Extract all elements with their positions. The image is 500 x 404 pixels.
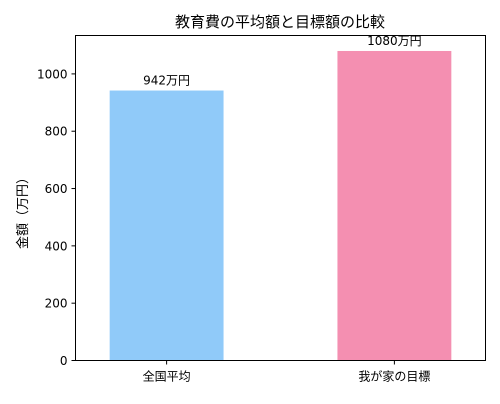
bar-value-label-1: 942万円 <box>143 74 190 88</box>
plot-frame <box>75 35 486 361</box>
y-axis-label: 金額（万円） <box>15 171 31 249</box>
chart-title: 教育費の平均額と目標額の比較 <box>175 13 385 31</box>
x-tick-label-1: 全国平均 <box>143 369 191 384</box>
y-tick-label: 200 <box>45 297 68 311</box>
y-tick-label: 800 <box>45 125 68 139</box>
y-tick-label: 1000 <box>37 67 68 81</box>
y-tick-label: 600 <box>45 182 68 196</box>
y-tick-label: 0 <box>60 354 68 368</box>
bar-value-label-2: 1080万円 <box>367 34 422 48</box>
bar-1 <box>109 90 224 361</box>
y-tick-label: 400 <box>45 239 68 253</box>
x-tick-label-2: 我が家の目標 <box>358 369 430 384</box>
x-axis-ticks: 全国平均 我が家の目標 <box>143 360 430 384</box>
data-labels-layer: 942万円 1080万円 <box>143 34 422 88</box>
bars-layer <box>109 50 452 361</box>
y-axis-ticks: 0 200 400 600 800 1000 <box>37 67 76 368</box>
bar-2 <box>337 50 452 361</box>
